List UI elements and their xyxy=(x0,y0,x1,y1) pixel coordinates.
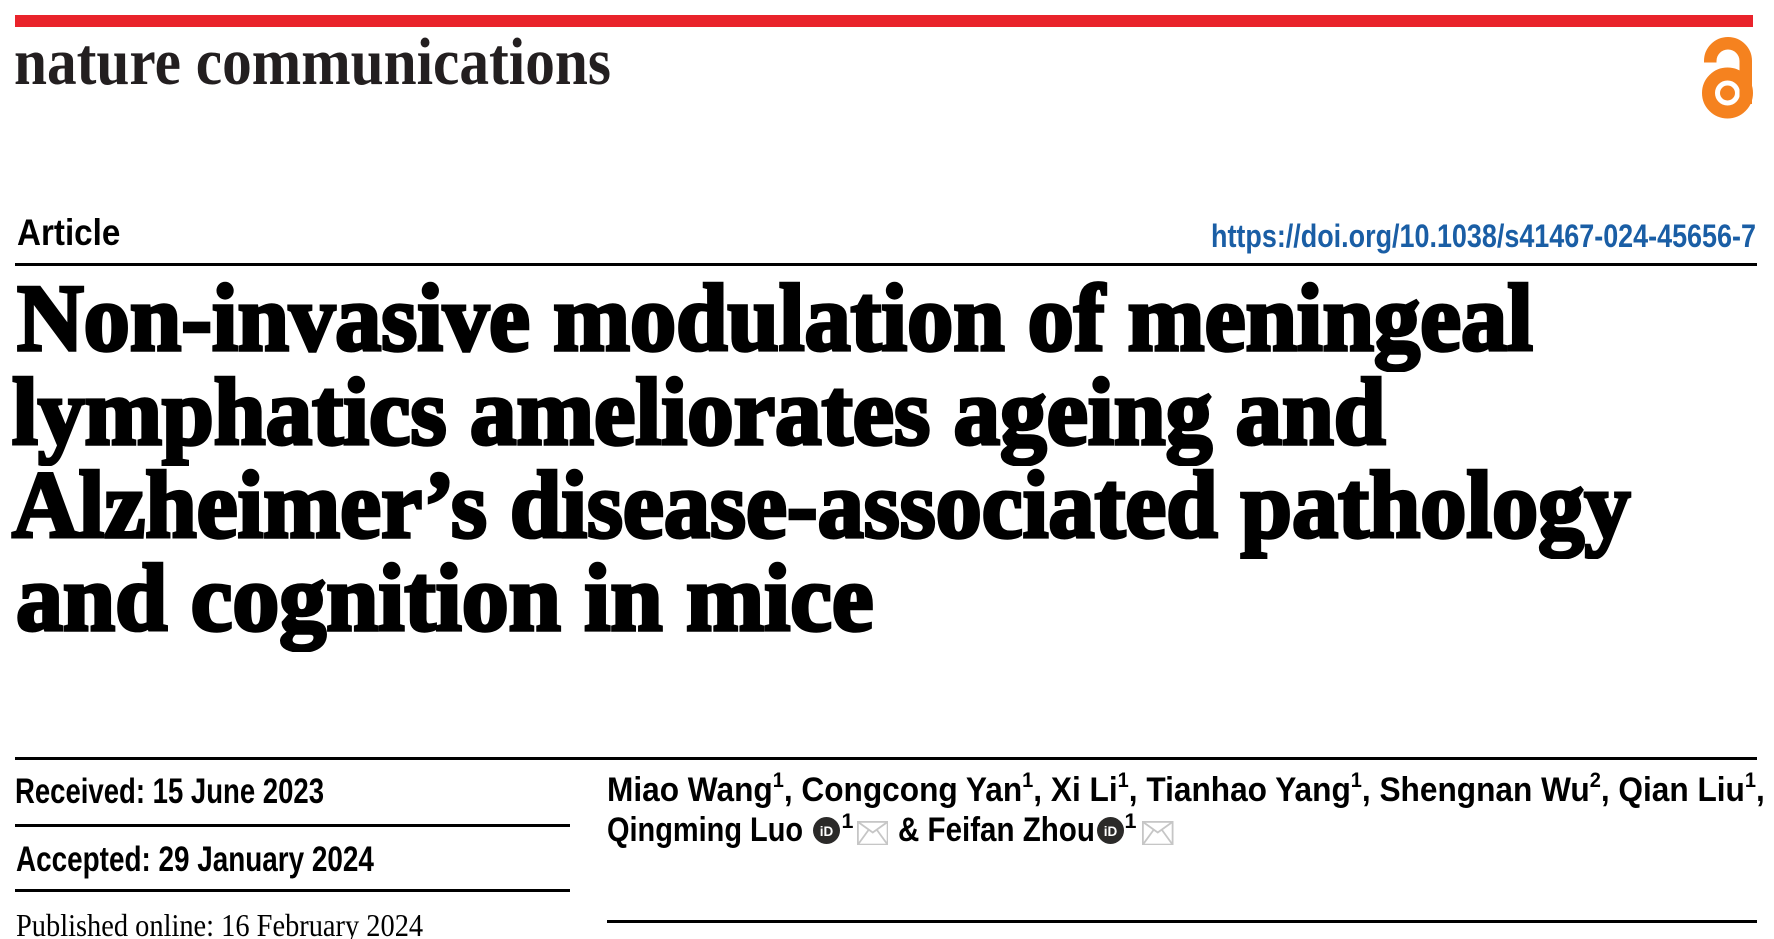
svg-text:iD: iD xyxy=(1104,824,1118,839)
svg-text:iD: iD xyxy=(819,824,833,839)
